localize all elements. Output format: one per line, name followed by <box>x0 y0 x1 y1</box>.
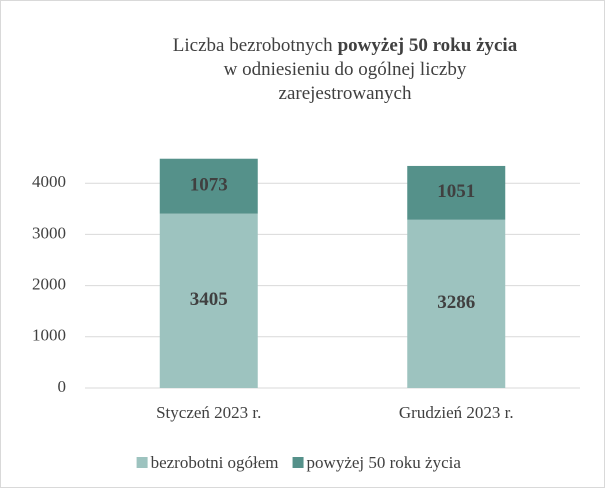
title-segment: zarejestrowanych <box>279 83 412 104</box>
legend-label: bezrobotni ogółem <box>151 453 279 472</box>
y-tick-label: 0 <box>58 377 67 396</box>
y-tick-label: 2000 <box>32 275 66 294</box>
data-label: 3405 <box>190 289 228 310</box>
bar-segment <box>159 158 258 214</box>
y-tick-label: 1000 <box>32 326 66 345</box>
y-tick-label: 3000 <box>32 223 66 242</box>
x-tick-label: Grudzień 2023 r. <box>399 403 514 422</box>
data-label: 3286 <box>437 292 475 313</box>
title-segment: powyżej 50 roku życia <box>338 35 518 56</box>
bar-segment <box>407 165 506 220</box>
title-segment: w odniesieniu do ogólnej liczby <box>224 59 467 80</box>
title-segment: Liczba bezrobotnych <box>173 35 333 56</box>
data-label: 1051 <box>437 181 475 202</box>
chart-title: Liczba bezrobotnych powyżej 50 roku życia… <box>173 35 518 104</box>
bar-segment <box>407 219 506 388</box>
bar-segment <box>159 213 258 388</box>
data-label: 1073 <box>190 175 228 196</box>
x-tick-label: Styczeń 2023 r. <box>156 403 261 422</box>
legend-swatch <box>292 457 304 468</box>
y-tick-label: 4000 <box>32 172 66 191</box>
legend-label: powyżej 50 roku życia <box>307 453 462 472</box>
legend-swatch <box>136 457 148 468</box>
